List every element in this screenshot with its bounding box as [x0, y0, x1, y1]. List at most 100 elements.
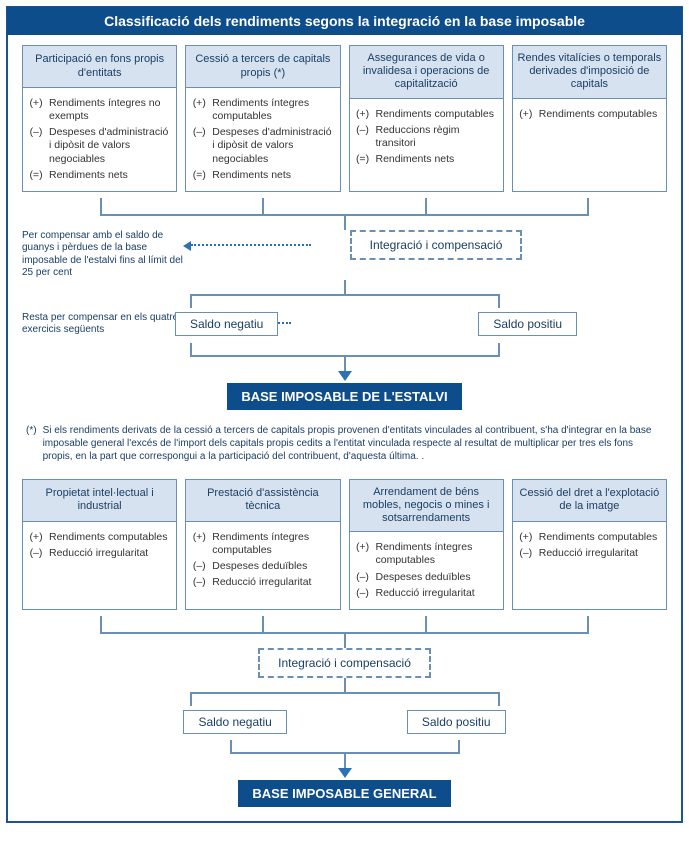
line-item: (+)Rendiments íntegres computables — [190, 97, 335, 123]
connector-top — [100, 198, 589, 216]
line-item-text: Rendiments computables — [376, 108, 499, 121]
connector-v4 — [344, 634, 346, 648]
footnote: (*) Si els rendiments derivats de la ces… — [26, 424, 663, 463]
line-item: (+) Rendiments computables — [517, 531, 662, 544]
split-connector-2 — [190, 692, 500, 706]
notes-grid-1: Per compensar amb el saldo de guanys i p… — [22, 230, 667, 280]
line-item-text: Rendiments computables — [539, 108, 662, 121]
notes-grid-2: Resta per compensar en els quatre exerci… — [22, 312, 667, 337]
line-item: (–) Reducció irregularitat — [190, 576, 335, 589]
line-item-text: Reducció irregularitat — [212, 576, 335, 589]
top-card: Rendes vitalícies o temporals derivades … — [512, 45, 667, 192]
line-item-symbol: (–) — [190, 126, 208, 165]
line-item-symbol: (+) — [354, 541, 372, 567]
line-item-text: Rendiments íntegres computables — [212, 531, 335, 557]
bottom-card-header: Arrendament de béns mobles, negocis o mi… — [350, 480, 503, 533]
line-item-symbol: (+) — [517, 531, 535, 544]
line-item: (–)Reducció irregularitat — [27, 547, 172, 560]
line-item-symbol: (+) — [27, 97, 45, 123]
diagram-title: Classificació dels rendiments segons la … — [7, 7, 682, 35]
line-item-text: Rendiments íntegres no exempts — [49, 97, 172, 123]
split-connector-1 — [190, 294, 500, 308]
integracio-box-1: Integració i compensació — [350, 230, 523, 260]
line-item-symbol: (–) — [190, 576, 208, 589]
side-note-compensar: Per compensar amb el saldo de guanys i p… — [22, 230, 187, 280]
line-item-symbol: (+) — [354, 108, 372, 121]
line-item: (+)Rendiments íntegres computables — [354, 541, 499, 567]
line-item-symbol: (–) — [517, 547, 535, 560]
saldo-negatiu-2: Saldo negatiu — [183, 710, 286, 734]
line-item-symbol: (–) — [27, 547, 45, 560]
line-item-symbol: (+) — [190, 97, 208, 123]
line-item-text: Reducció irregularitat — [376, 587, 499, 600]
bottom-card: Propietat intel·lectual i industrial(+)R… — [22, 479, 177, 610]
line-item: (–)Despeses deduïbles — [354, 571, 499, 584]
line-item-symbol: (–) — [354, 587, 372, 600]
bottom-card-header: Prestació d'assistència tècnica — [186, 480, 339, 522]
line-item-symbol: (–) — [27, 126, 45, 165]
top-card-row: Participació en fons propis d'entitats(+… — [22, 45, 667, 192]
top-card-header: Assegurances de vida o invalidesa i oper… — [350, 46, 503, 99]
bottom-card-header: Cessió del dret a l'explotació de la ima… — [513, 480, 666, 522]
connector-v2 — [344, 280, 346, 294]
line-item: (=)Rendiments nets — [27, 169, 172, 182]
bottom-card: Arrendament de béns mobles, negocis o mi… — [349, 479, 504, 610]
line-item-text: Despeses d'administració i dipòsit de va… — [49, 126, 172, 165]
saldo-row-2: Saldo negatiu Saldo positiu — [22, 710, 667, 734]
connector-bottom — [100, 616, 589, 634]
line-item-symbol: (+) — [517, 108, 535, 121]
line-item-symbol: (+) — [190, 531, 208, 557]
line-item-text: Rendiments computables — [539, 531, 662, 544]
bottom-card-body: (+) Rendiments computables (–) Reducció irr… — [513, 522, 666, 569]
line-item-symbol: (=) — [190, 169, 208, 182]
saldo-positiu-1: Saldo positiu — [478, 312, 577, 336]
saldo-positiu-2: Saldo positiu — [407, 710, 506, 734]
top-card-body: (+)Rendiments íntegres no exempts(–)Desp… — [23, 88, 176, 191]
line-item: (+) Rendiments computables — [354, 108, 499, 121]
line-item-text: Despeses deduïbles — [376, 571, 499, 584]
line-item: (–) Despeses deduïbles — [190, 560, 335, 573]
line-item: (=) Rendiments nets — [190, 169, 335, 182]
line-item-symbol: (–) — [190, 560, 208, 573]
base-general-box: BASE IMPOSABLE GENERAL — [238, 780, 450, 807]
line-item: (+) Rendiments computables — [517, 108, 662, 121]
line-item: (–)Despeses d'administració i dipòsit de… — [190, 126, 335, 165]
line-item-symbol: (=) — [354, 153, 372, 166]
top-card-header: Cessió a tercers de capitals propis (*) — [186, 46, 339, 88]
line-item-text: Reducció irregularitat — [539, 547, 662, 560]
pair-connector-1 — [190, 343, 500, 357]
footnote-text: Si els rendiments derivats de la cessió … — [43, 424, 663, 463]
line-item-symbol: (+) — [27, 531, 45, 544]
arrow-down-1 — [338, 371, 352, 381]
line-item: (=) Rendiments nets — [354, 153, 499, 166]
dashed-arrow-1 — [191, 244, 311, 246]
line-item-text: Rendiments nets — [376, 153, 499, 166]
line-item: (+)Rendiments computables — [27, 531, 172, 544]
arrow-down-2 — [338, 768, 352, 778]
line-item-text: Despeses d'administració i dipòsit de va… — [212, 126, 335, 165]
line-item-symbol: (=) — [27, 169, 45, 182]
line-item-text: Rendiments nets — [212, 169, 335, 182]
connector-v6 — [344, 754, 346, 768]
integracio-box-2: Integració i compensació — [258, 648, 431, 678]
line-item: (–)Despeses d'administració i dipòsit de… — [27, 126, 172, 165]
bottom-card-body: (+)Rendiments computables (–)Reducció irr… — [23, 522, 176, 569]
line-item-text: Reduccions règim transitori — [376, 124, 499, 150]
connector-v3 — [344, 357, 346, 371]
line-item: (–) Reducció irregularitat — [517, 547, 662, 560]
connector-v5 — [344, 678, 346, 692]
line-item-text: Despeses deduïbles — [212, 560, 335, 573]
line-item: (–) Reducció irregularitat — [354, 587, 499, 600]
top-card-header: Participació en fons propis d'entitats — [23, 46, 176, 88]
line-item-text: Rendiments íntegres computables — [212, 97, 335, 123]
line-item-text: Rendiments íntegres computables — [376, 541, 499, 567]
bottom-card-header: Propietat intel·lectual i industrial — [23, 480, 176, 522]
saldo-negatiu-1: Saldo negatiu — [175, 312, 278, 336]
line-item-symbol: (–) — [354, 124, 372, 150]
saldo-row-1: Saldo negatiu Saldo positiu — [85, 312, 667, 336]
line-item: (–)Reduccions règim transitori — [354, 124, 499, 150]
top-card: Cessió a tercers de capitals propis (*) (… — [185, 45, 340, 192]
base-estalvi-box: BASE IMPOSABLE DE L'ESTALVI — [227, 383, 461, 410]
top-card: Assegurances de vida o invalidesa i oper… — [349, 45, 504, 192]
bottom-card: Cessió del dret a l'explotació de la ima… — [512, 479, 667, 610]
